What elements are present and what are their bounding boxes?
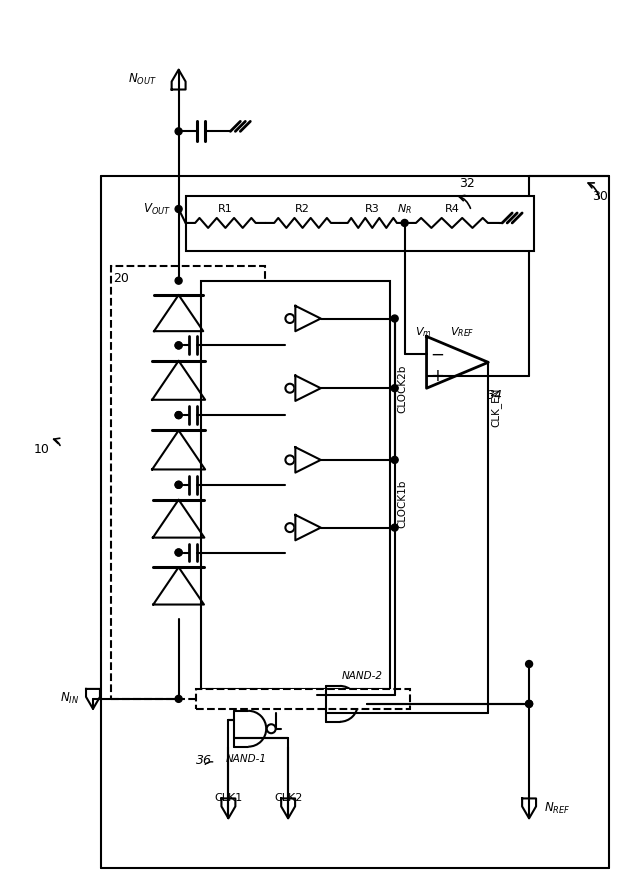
Text: $V_{OUT}$: $V_{OUT}$ [143,201,171,216]
Text: 32: 32 [460,177,475,189]
Circle shape [285,384,294,392]
Polygon shape [426,336,488,388]
Circle shape [358,699,367,709]
Bar [186,196,534,251]
Polygon shape [295,306,321,331]
Polygon shape [522,798,536,818]
Circle shape [267,724,276,733]
Text: −: − [431,345,444,364]
Polygon shape [154,295,204,331]
Circle shape [175,549,182,556]
Polygon shape [153,499,204,538]
Polygon shape [152,430,205,470]
Circle shape [391,315,398,322]
Polygon shape [153,567,204,604]
Text: NAND-1: NAND-1 [226,753,267,764]
Text: CLK_EN: CLK_EN [491,387,502,427]
Text: $N_{REF}$: $N_{REF}$ [544,801,571,816]
Circle shape [401,220,408,226]
Text: 30: 30 [592,189,608,202]
Polygon shape [221,798,236,818]
Text: R2: R2 [295,204,310,214]
Circle shape [175,342,182,349]
Text: CLOCK2b: CLOCK2b [397,365,408,413]
Circle shape [285,314,294,323]
Text: 20: 20 [113,272,129,286]
Circle shape [391,524,398,531]
Circle shape [175,412,182,419]
Text: CLK1: CLK1 [214,794,243,803]
Circle shape [175,342,182,349]
Polygon shape [152,361,205,399]
Text: $N_R$: $N_R$ [397,202,412,215]
Polygon shape [86,689,100,709]
Text: 36: 36 [196,754,212,767]
Text: CLOCK1b: CLOCK1b [397,479,408,528]
Circle shape [391,385,398,392]
Bar [200,280,390,689]
Text: 10: 10 [33,443,49,456]
Text: $V_m$: $V_m$ [415,326,432,339]
Circle shape [391,456,398,463]
Text: 34: 34 [487,389,503,402]
Circle shape [525,700,532,707]
Circle shape [175,128,182,135]
Circle shape [285,456,294,464]
Circle shape [285,523,294,532]
Polygon shape [295,376,321,401]
Bar [196,689,410,709]
Text: $N_{IN}$: $N_{IN}$ [60,691,79,706]
Circle shape [525,700,532,707]
Text: $N_{OUT}$: $N_{OUT}$ [128,72,157,87]
Circle shape [175,481,182,488]
Text: R3: R3 [365,204,380,214]
Circle shape [175,412,182,419]
Circle shape [525,661,532,668]
Polygon shape [172,69,186,89]
Circle shape [175,481,182,488]
Text: NAND-2: NAND-2 [341,671,382,681]
Circle shape [317,690,326,699]
Polygon shape [295,515,321,540]
Text: $V_{REF}$: $V_{REF}$ [450,326,475,339]
Circle shape [175,277,182,284]
Polygon shape [295,448,321,472]
Circle shape [175,206,182,213]
Polygon shape [281,798,295,818]
Text: CLK2: CLK2 [274,794,302,803]
Text: R1: R1 [218,204,233,214]
Text: R4: R4 [445,204,460,214]
Text: +: + [431,367,444,385]
Circle shape [175,549,182,556]
Circle shape [175,696,182,703]
Bar [111,265,265,699]
